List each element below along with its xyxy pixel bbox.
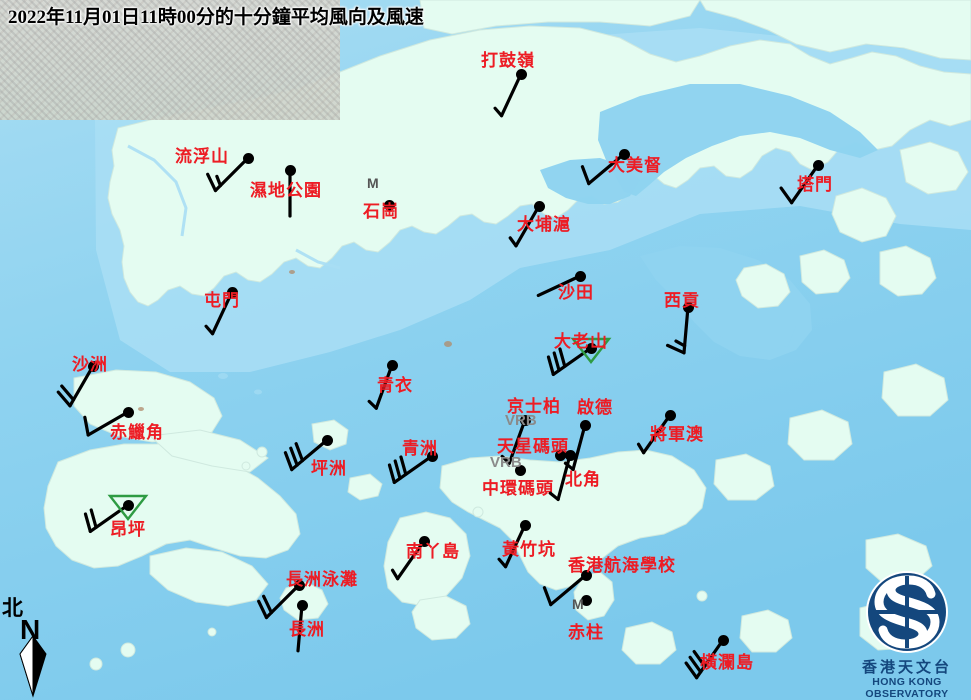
urban-texture [0,0,340,120]
station-label: 大美督 [608,156,662,175]
station-dot [227,287,238,298]
station-dot [683,302,694,313]
station-dot [419,536,430,547]
station-label: 流浮山 [175,147,229,166]
station-dot [427,451,438,462]
station-dot [718,635,729,646]
station-label: 天星碼頭 [497,437,569,456]
variable-wind-flag: VRB [505,412,537,429]
compass-rose: 北 N [2,592,64,700]
station-label: 青洲 [402,439,438,458]
page-title: 2022年11月01日11時00分的十分鐘平均風向及風速 [8,7,424,28]
station-label: 黃竹坑 [502,540,556,559]
station-label: 南丫島 [406,542,460,561]
station-dot [581,570,592,581]
station-label: 西貢 [664,291,700,310]
station-label: 赤鱲角 [110,423,164,442]
station-label: 長洲泳灘 [286,570,358,589]
station-label: 大老山 [554,332,608,351]
station-label: 沙田 [558,283,594,302]
station-label: 北角 [565,470,601,489]
station-label: 將軍澳 [650,425,704,444]
station-dot [665,410,676,421]
hko-cn-name: 香港天文台 [861,660,952,676]
north-arrow-icon [19,634,47,698]
station-dot [387,360,398,371]
missing-data-flag: M [367,175,379,191]
station-label: 香港航海學校 [568,556,676,575]
station-dot [555,450,566,461]
station-label: 打鼓嶺 [481,51,535,70]
station-dot [123,500,134,511]
station-dot [580,420,591,431]
hko-logo-icon [866,571,948,653]
station-dot [515,465,526,476]
station-dot [520,520,531,531]
station-label: 中環碼頭 [482,479,554,498]
station-dot [384,200,395,211]
station-label: 赤柱 [568,623,604,642]
station-label: 啟德 [577,398,613,417]
station-dot [813,160,824,171]
station-dot [581,595,592,606]
station-label: 昂坪 [110,520,146,539]
station-dot [520,415,531,426]
station-label: 坪洲 [311,459,347,478]
station-dot [88,361,99,372]
hko-logo: 香港天文台 HONG KONG OBSERVATORY [843,568,971,700]
station-label: 橫瀾島 [700,653,754,672]
station-dot [619,149,630,160]
station-dot [322,435,333,446]
hko-en-name: HONG KONG OBSERVATORY [865,676,949,700]
station-dot [123,407,134,418]
station-label: 京士柏 [507,397,561,416]
station-dot [586,343,597,354]
station-label: 長洲 [289,620,325,639]
station-label: 濕地公園 [250,181,322,200]
station-dot [565,450,576,461]
station-label: 沙洲 [72,355,108,374]
station-dot [294,580,305,591]
station-label: 青衣 [377,376,413,395]
compass-cn-label: 北 [2,596,23,620]
variable-wind-flag: VRB [490,454,522,471]
station-dot [534,201,545,212]
station-dot [243,153,254,164]
station-label: 塔門 [797,175,833,194]
station-label: 屯門 [204,291,240,310]
station-label: 大埔滬 [517,215,571,234]
compass-en-label: N [20,614,41,645]
station-label: 石崗 [363,202,399,221]
station-dot [516,69,527,80]
station-dot [297,600,308,611]
station-dot [575,271,586,282]
station-dot [285,165,296,176]
missing-data-flag: M [572,596,584,612]
